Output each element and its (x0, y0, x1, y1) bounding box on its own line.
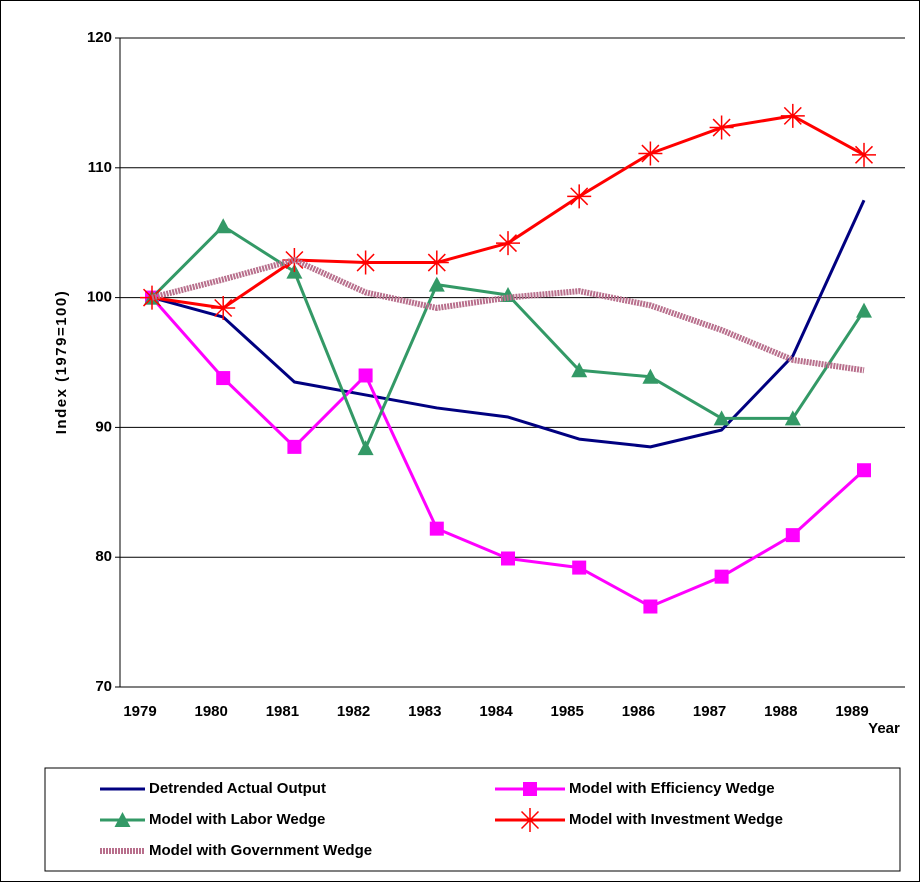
legend-label: Model with Investment Wedge (569, 811, 783, 828)
marker (785, 528, 800, 543)
marker (571, 362, 588, 378)
series-line (151, 199, 866, 449)
x-tick-label: 1984 (479, 703, 513, 720)
legend-label: Model with Labor Wedge (149, 811, 325, 828)
x-tick-label: 1989 (835, 703, 868, 720)
legend-label: Detrended Actual Output (149, 780, 326, 797)
legend-label: Model with Government Wedge (149, 842, 372, 859)
marker (784, 410, 801, 426)
marker (287, 439, 302, 454)
marker (428, 276, 445, 292)
legend-label: Model with Efficiency Wedge (569, 780, 775, 797)
x-tick-label: 1983 (408, 703, 441, 720)
x-tick-label: 1987 (693, 703, 726, 720)
y-tick-label: 100 (87, 289, 112, 306)
marker (714, 569, 729, 584)
series-line (150, 224, 866, 450)
y-tick-label: 80 (95, 548, 112, 565)
x-tick-label: 1982 (337, 703, 370, 720)
marker (358, 368, 373, 383)
series-line (151, 114, 865, 310)
y-tick-label: 110 (88, 159, 112, 176)
marker (713, 410, 730, 426)
marker (518, 808, 542, 832)
marker (857, 463, 871, 478)
marker (496, 231, 520, 256)
marker (643, 599, 658, 614)
marker (353, 250, 378, 275)
marker (709, 115, 734, 140)
marker (780, 103, 805, 128)
marker (523, 782, 537, 796)
y-axis-title: Index (1979=100) (53, 290, 70, 435)
series-line (151, 256, 865, 374)
x-axis-title: Year (868, 720, 900, 737)
y-tick-label: 120 (87, 29, 112, 46)
marker (642, 368, 659, 384)
marker (357, 440, 374, 456)
marker (216, 371, 231, 386)
x-tick-label: 1980 (195, 703, 228, 720)
marker (852, 142, 876, 167)
marker (215, 218, 232, 234)
marker (114, 812, 131, 827)
y-tick-label: 70 (95, 678, 112, 695)
x-tick-label: 1981 (266, 703, 299, 720)
y-tick-label: 90 (95, 418, 112, 435)
x-tick-label: 1988 (764, 703, 797, 720)
marker (211, 295, 236, 320)
marker (572, 560, 587, 575)
marker (501, 551, 515, 566)
marker (567, 184, 592, 209)
marker (424, 250, 449, 275)
x-tick-label: 1979 (123, 703, 156, 720)
x-tick-label: 1986 (622, 703, 655, 720)
x-tick-label: 1985 (551, 703, 584, 720)
legend-box (44, 767, 901, 872)
marker (429, 521, 444, 536)
marker (638, 141, 663, 166)
marker (856, 302, 872, 318)
